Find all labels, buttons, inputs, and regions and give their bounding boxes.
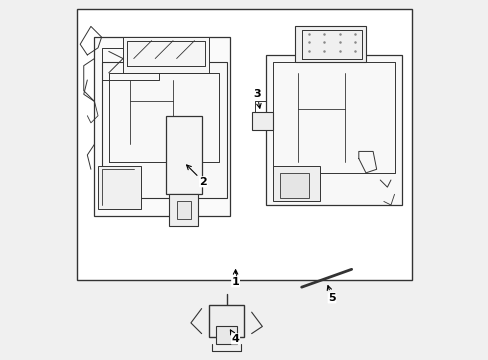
Bar [265,55,401,205]
Bar [94,37,230,216]
Bar [165,116,201,194]
Bar [77,9,411,280]
Bar [98,166,141,208]
Bar [102,62,226,198]
Bar [208,305,244,337]
Bar [251,112,272,130]
Bar [216,327,237,344]
Bar [272,166,319,202]
Bar [123,37,208,73]
Bar [294,26,365,62]
Text: 4: 4 [230,330,239,344]
Text: 3: 3 [253,89,261,108]
Bar [280,173,308,198]
Text: 1: 1 [231,270,239,287]
Bar [169,194,198,226]
Text: 5: 5 [326,285,335,303]
Text: 2: 2 [186,165,207,187]
Bar [176,202,190,219]
